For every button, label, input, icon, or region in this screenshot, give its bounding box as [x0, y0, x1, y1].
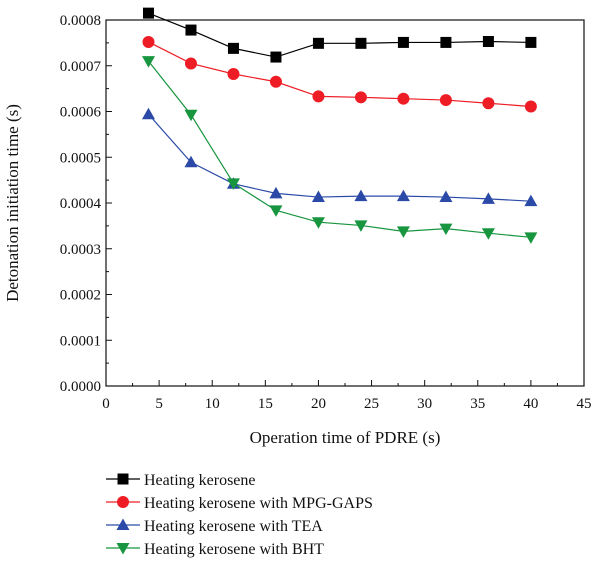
x-tick-label: 25 — [364, 396, 379, 412]
x-tick-label: 40 — [523, 396, 538, 412]
series-line — [148, 113, 531, 202]
data-point — [269, 186, 283, 199]
data-point — [439, 94, 452, 107]
data-point — [440, 36, 452, 48]
series-layer — [141, 7, 538, 244]
data-point — [269, 205, 283, 217]
data-point — [396, 226, 410, 238]
y-tick-label: 0.0006 — [60, 105, 102, 121]
data-point — [184, 57, 197, 70]
data-point — [525, 36, 537, 48]
series-line — [148, 60, 531, 238]
data-point — [524, 194, 538, 207]
series-4 — [141, 56, 538, 244]
plot-border — [105, 19, 585, 387]
legend-marker — [116, 518, 130, 530]
data-point — [142, 35, 155, 48]
legend-item-1: Heating kerosene — [106, 472, 256, 489]
data-point — [482, 97, 495, 110]
y-tick-label: 0.0005 — [60, 150, 101, 166]
data-point — [270, 51, 282, 63]
y-tick-label: 0.0003 — [60, 242, 101, 258]
data-point — [142, 7, 154, 19]
data-point — [354, 220, 368, 232]
data-point — [227, 67, 240, 80]
x-tick-label: 10 — [205, 396, 220, 412]
legend-label: Heating kerosene with BHT — [144, 541, 324, 558]
data-point — [141, 107, 155, 120]
series-line — [148, 12, 531, 58]
x-tick-label: 0 — [102, 396, 110, 412]
data-point — [397, 92, 410, 105]
x-tick-label: 30 — [417, 396, 432, 412]
y-tick-label: 0.0001 — [60, 333, 101, 349]
data-point — [311, 190, 325, 203]
data-point — [227, 42, 239, 54]
legend-marker — [117, 496, 129, 508]
series-1 — [142, 7, 537, 63]
legend-marker — [117, 473, 129, 485]
data-point — [397, 36, 409, 48]
data-point — [354, 91, 367, 104]
data-point — [312, 37, 324, 49]
y-tick-label: 0.0002 — [60, 288, 101, 304]
data-point — [354, 189, 368, 202]
data-point — [481, 192, 495, 204]
data-point — [184, 155, 198, 168]
y-axis-title: Detonation initiation time (s) — [3, 104, 22, 302]
data-point — [439, 223, 453, 236]
series-3 — [141, 107, 538, 207]
data-point — [141, 56, 155, 68]
data-point — [481, 228, 495, 240]
data-point — [524, 232, 538, 244]
x-axis-title: Operation time of PDRE (s) — [250, 428, 441, 447]
x-axis-ticks: 0 5 10 15 20 25 30 35 40 45 — [102, 380, 592, 412]
data-point — [269, 75, 282, 88]
y-tick-label: 0.0007 — [60, 59, 102, 75]
legend-label: Heating kerosene — [144, 472, 256, 489]
x-tick-label: 15 — [258, 396, 273, 412]
data-point — [312, 90, 325, 103]
x-tick-label: 20 — [311, 396, 326, 412]
y-axis-ticks: 0.0000 0.0001 0.0002 0.0003 0.0004 0.0005 0.00… — [60, 13, 112, 395]
data-point — [439, 190, 453, 203]
data-point — [185, 24, 197, 36]
plot-frame — [105, 19, 585, 387]
legend-item-3: Heating kerosene with TEA — [106, 518, 323, 535]
data-point — [226, 178, 240, 190]
x-tick-label: 5 — [155, 396, 163, 412]
data-point — [355, 37, 367, 49]
legend-label: Heating kerosene with TEA — [144, 518, 323, 535]
y-tick-label: 0.0000 — [60, 379, 101, 395]
series-2 — [142, 35, 537, 113]
legend-label: Heating kerosene with MPG-GAPS — [144, 495, 373, 512]
data-point — [396, 189, 410, 202]
legend-item-2: Heating kerosene with MPG-GAPS — [106, 495, 373, 512]
series-line — [148, 41, 531, 108]
x-tick-label: 35 — [470, 396, 485, 412]
data-point — [184, 109, 198, 122]
y-tick-label: 0.0004 — [60, 196, 102, 212]
data-point — [482, 36, 494, 48]
data-point — [524, 100, 537, 113]
data-point — [311, 217, 325, 229]
y-tick-label: 0.0008 — [60, 13, 101, 29]
legend-marker — [116, 543, 130, 555]
x-tick-label: 45 — [577, 396, 592, 412]
legend: Heating kerosene Heating kerosene with MP… — [106, 472, 373, 558]
legend-item-4: Heating kerosene with BHT — [106, 541, 324, 558]
